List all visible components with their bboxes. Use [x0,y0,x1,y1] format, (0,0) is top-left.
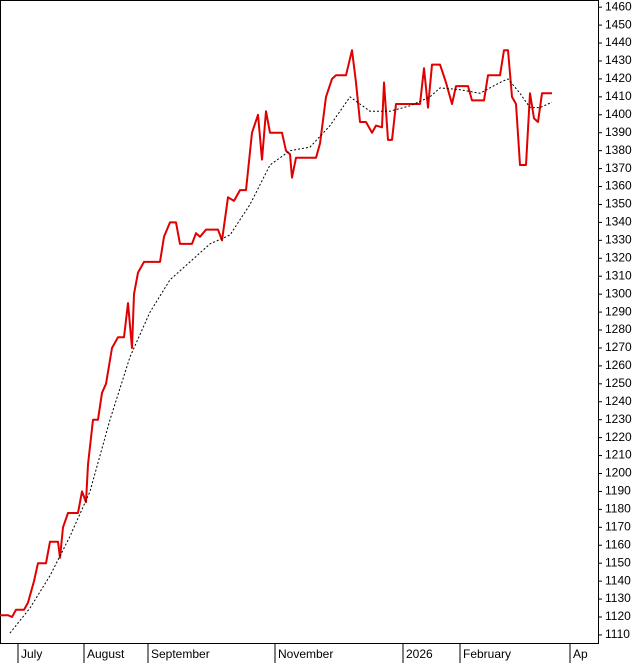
y-tick-label: 1180 [605,502,631,516]
y-tick-label: 1120 [605,609,631,623]
plot-frame [0,0,599,644]
y-tick-label: 1260 [605,358,632,372]
y-tick-label: 1420 [605,71,632,85]
x-tick-label: September [151,647,210,661]
series-line [9,78,553,634]
y-tick-label: 1160 [605,537,631,551]
y-tick-label: 1190 [605,484,631,498]
y-tick-label: 1210 [605,448,632,462]
y-tick-label: 1350 [605,197,632,211]
y-tick-label: 1360 [605,179,632,193]
y-tick-label: 1380 [605,143,632,157]
y-tick-label: 1200 [605,466,632,480]
y-tick-label: 1220 [605,430,632,444]
y-tick-label: 1310 [605,268,632,282]
y-tick-label: 1240 [605,394,632,408]
y-tick-label: 1410 [605,89,632,103]
y-tick-label: 1340 [605,215,632,229]
y-tick-label: 1430 [605,53,632,67]
x-tick-label: August [87,647,125,661]
y-tick-label: 1270 [605,340,632,354]
y-tick-label: 1290 [605,304,632,318]
y-tick-label: 1130 [605,591,631,605]
x-tick-label: 2026 [406,647,433,661]
y-tick-label: 1110 [605,627,630,641]
y-tick-label: 1320 [605,250,632,264]
x-tick-label: February [463,647,511,661]
y-tick-label: 1150 [605,555,631,569]
y-tick-label: 1460 [605,0,632,13]
series-line [0,49,552,618]
y-tick-label: 1450 [605,17,632,31]
y-tick-label: 1300 [605,286,632,300]
y-tick-label: 1390 [605,125,632,139]
y-tick-label: 1330 [605,233,632,247]
y-tick-label: 1370 [605,161,632,175]
y-tick-label: 1140 [605,573,631,587]
x-tick-label: November [278,647,333,661]
y-tick-label: 1440 [605,35,632,49]
x-tick-label: Ap [573,647,588,661]
y-tick-label: 1280 [605,322,632,336]
y-tick-label: 1170 [605,519,631,533]
y-tick-label: 1250 [605,376,632,390]
y-tick-label: 1230 [605,412,632,426]
y-tick-label: 1400 [605,107,632,121]
x-tick-label: July [21,647,42,661]
